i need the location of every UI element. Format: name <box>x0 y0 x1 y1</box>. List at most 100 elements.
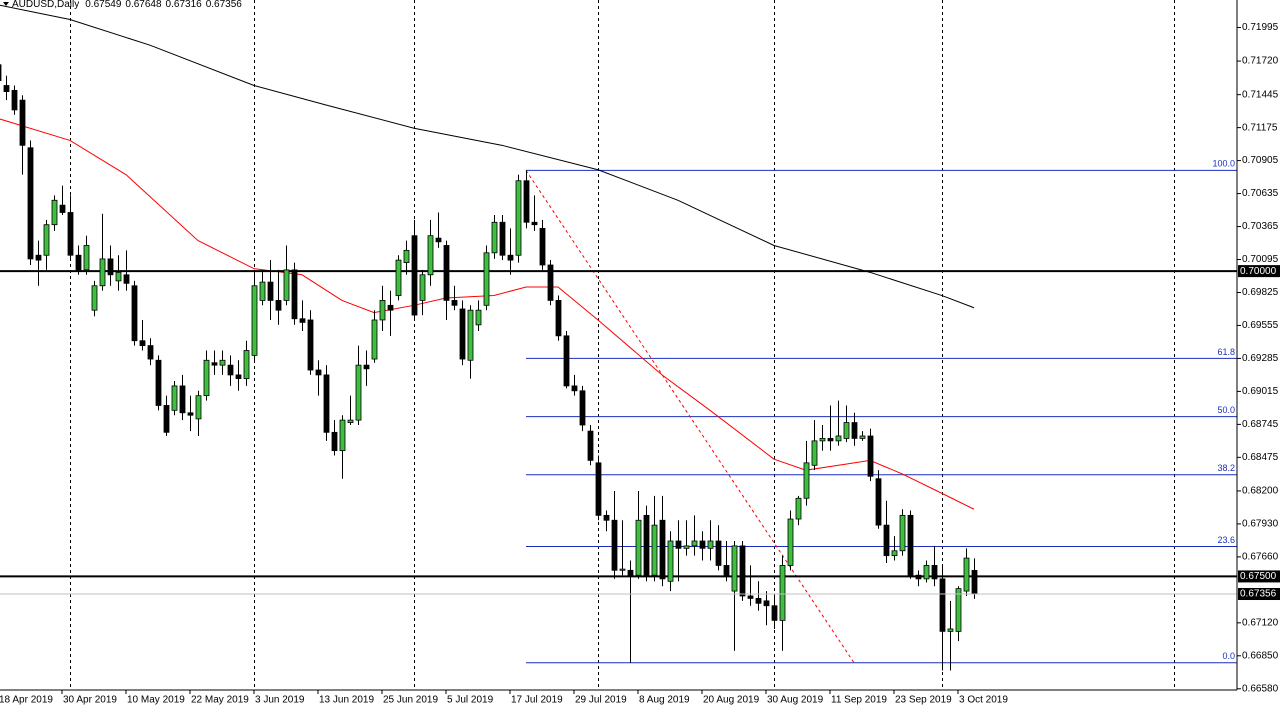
candle-body <box>331 431 338 452</box>
candle-body <box>539 227 546 266</box>
y-tick-label: 0.70635 <box>1242 188 1279 199</box>
candle-body <box>259 281 266 301</box>
price-label-box <box>1238 570 1280 583</box>
candle-body <box>763 600 770 607</box>
plot-area <box>0 0 1237 690</box>
candle-body <box>355 364 362 421</box>
candle-body <box>147 345 154 360</box>
candle-body <box>555 300 562 337</box>
y-tick-label: 0.71445 <box>1242 89 1279 100</box>
fib-trend-line <box>525 170 855 664</box>
candle-body <box>523 180 530 223</box>
candle-body <box>779 565 786 621</box>
y-tick-label: 0.68200 <box>1242 486 1279 497</box>
candle-body <box>59 204 66 213</box>
high-value: 0.67648 <box>125 0 162 10</box>
symbol: AUDUSD,Daily <box>12 0 79 10</box>
fib-level-label: 38.2 <box>1217 463 1235 473</box>
candle-body <box>91 285 98 311</box>
x-tick-label: 23 Sep 2019 <box>895 695 952 706</box>
chart-header: AUDUSD,Daily 0.67549 0.67648 0.67316 0.67356 <box>12 0 242 10</box>
candle-body <box>731 545 738 592</box>
candle-body <box>627 569 634 576</box>
fib-level-label: 100.0 <box>1212 159 1235 169</box>
candle-body <box>115 271 122 282</box>
candle-body <box>467 309 474 361</box>
candle-body <box>851 422 858 439</box>
candle-body <box>643 514 650 576</box>
candle-body <box>435 237 442 243</box>
candle-body <box>811 440 818 466</box>
candle-body <box>219 359 226 366</box>
candle-body <box>227 364 234 376</box>
candle-body <box>187 412 194 416</box>
candle-body <box>315 369 322 376</box>
x-tick-label: 17 Jul 2019 <box>511 695 563 706</box>
x-tick-label: 3 Oct 2019 <box>959 695 1008 706</box>
candle-body <box>883 524 890 557</box>
x-tick-label: 11 Sep 2019 <box>831 695 887 706</box>
candle-body <box>211 362 218 366</box>
candle-body <box>419 274 426 301</box>
candle-body <box>387 304 394 311</box>
candle-body <box>171 385 178 411</box>
candle-body <box>131 285 138 342</box>
price-label: 0.67500 <box>1240 571 1277 582</box>
y-tick-label: 0.66580 <box>1242 683 1279 694</box>
price-label: 0.70000 <box>1240 266 1277 277</box>
candle-body <box>179 385 186 414</box>
candle-body <box>915 574 922 580</box>
x-tick-label: 5 Jul 2019 <box>447 695 494 706</box>
candle-body <box>531 221 538 226</box>
candle-body <box>587 430 594 461</box>
candle-body <box>75 254 82 271</box>
candle-body <box>747 595 754 599</box>
candle-body <box>155 359 162 406</box>
candle-body <box>3 85 10 92</box>
candle-body <box>459 308 466 360</box>
x-tick-label: 22 May 2019 <box>191 695 249 706</box>
candle-body <box>787 518 794 566</box>
candle-body <box>251 285 258 356</box>
candle-body <box>923 565 930 580</box>
candle-body <box>235 374 242 379</box>
menu-triangle <box>3 2 9 6</box>
fib-level-label: 61.8 <box>1217 347 1235 357</box>
candle-body <box>715 540 722 566</box>
candle-body <box>651 524 658 576</box>
price-label-box <box>1238 265 1280 278</box>
candle-body <box>51 199 58 226</box>
open-value: 0.67549 <box>85 0 122 10</box>
candle-body <box>971 570 978 595</box>
candle-body <box>547 264 554 301</box>
candle-body <box>507 254 514 261</box>
y-tick-label: 0.67120 <box>1242 617 1279 628</box>
y-tick-label: 0.69285 <box>1242 353 1279 364</box>
candle-body <box>963 557 970 592</box>
y-tick-label: 0.67930 <box>1242 519 1279 530</box>
candle-body <box>371 319 378 360</box>
y-tick-label: 0.69825 <box>1242 287 1279 298</box>
candle-body <box>67 212 74 256</box>
candle-body <box>203 359 210 397</box>
candle-body <box>899 514 906 552</box>
candle-body <box>195 395 202 420</box>
candle-body <box>0 64 2 82</box>
candle-body <box>27 147 34 260</box>
candle-body <box>267 281 274 301</box>
candle-body <box>907 514 914 576</box>
candle-body <box>571 385 578 392</box>
y-tick-label: 0.70905 <box>1242 155 1279 166</box>
candle-body <box>139 340 146 347</box>
candle-body <box>619 568 626 571</box>
candle-body <box>339 419 346 452</box>
candle-body <box>891 550 898 557</box>
current-price-label: 0.67356 <box>1240 589 1277 600</box>
x-tick-label: 25 Jun 2019 <box>383 695 438 706</box>
candle-body <box>475 309 482 326</box>
candle-body <box>667 540 674 582</box>
candle-body <box>723 565 730 576</box>
candle-body <box>707 540 714 549</box>
candle-body <box>955 588 962 632</box>
candle-body <box>683 545 690 549</box>
